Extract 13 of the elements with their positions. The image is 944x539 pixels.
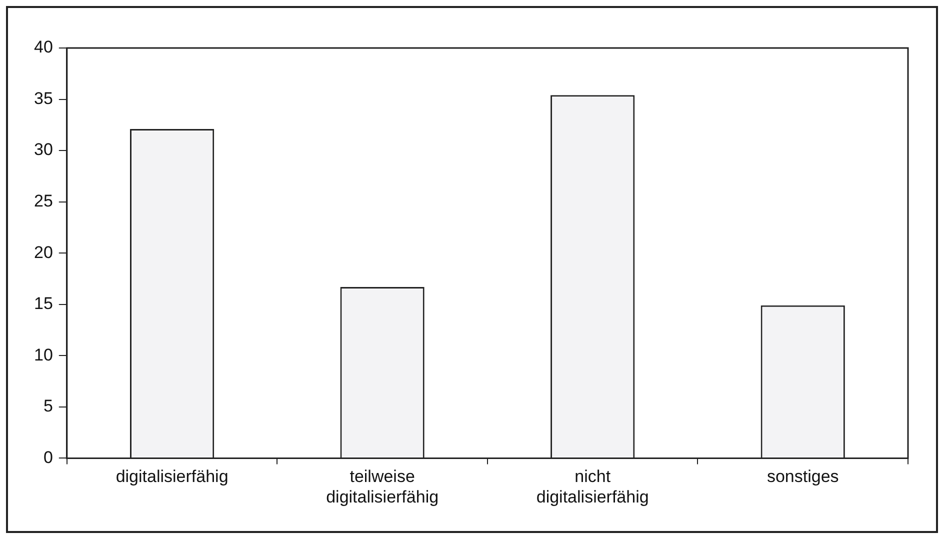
y-tick-label: 15 [34, 294, 53, 314]
y-tick-label: 20 [34, 242, 53, 262]
y-tick-label: 25 [34, 192, 53, 211]
y-tick-label: 10 [34, 345, 53, 364]
y-tick-label: 30 [34, 140, 53, 160]
x-tick-label: nicht digitalisierfähig [536, 467, 649, 506]
y-tick-label: 0 [43, 448, 53, 467]
x-tick-label: teilweise digitalisierfähig [326, 467, 439, 506]
y-tick-label: 5 [43, 396, 53, 416]
y-tick-label: 40 [34, 38, 53, 57]
x-tick-label: digitalisierfähig [116, 467, 228, 486]
x-tick-label: sonstiges [766, 467, 839, 486]
y-tick-label: 35 [34, 88, 53, 108]
